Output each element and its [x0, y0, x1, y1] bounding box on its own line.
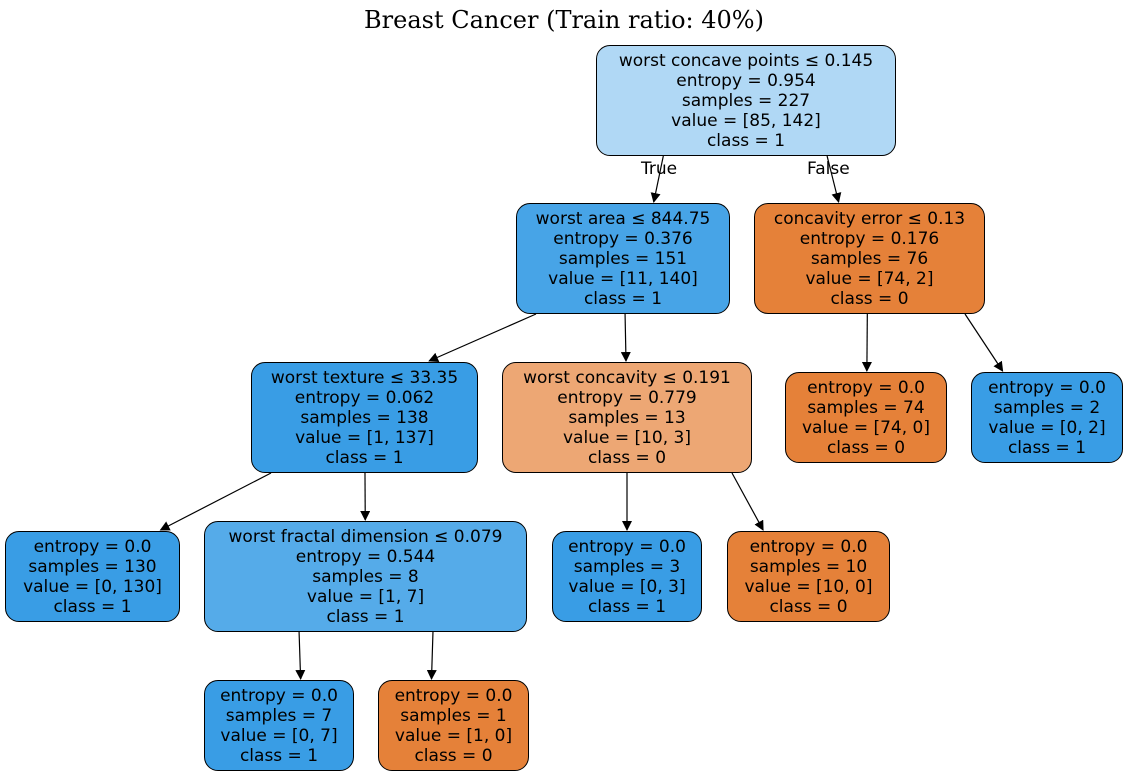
edge-n2-n6: [964, 313, 1004, 372]
node-line: value = [0, 130]: [23, 576, 162, 597]
node-line: samples = 138: [300, 407, 429, 428]
edge-n8-n11: [295, 631, 306, 680]
tree-node-n1: worst area ≤ 844.75 entropy = 0.376 sample…: [516, 203, 730, 314]
node-line: samples = 76: [810, 248, 929, 269]
edge-n0-n1: [650, 155, 664, 203]
node-line: class = 0: [769, 596, 848, 617]
node-line: entropy = 0.176: [799, 228, 940, 249]
node-line: class = 0: [587, 447, 667, 468]
tree-node-n4: worst concavity ≤ 0.191 entropy = 0.779 sa…: [502, 362, 752, 473]
node-line: value = [74, 0]: [801, 417, 930, 438]
node-line: samples = 151: [558, 248, 688, 269]
tree-node-n6: entropy = 0.0 samples = 2 value = [0, 2] cl…: [971, 372, 1123, 463]
edge-n4-n10: [731, 472, 764, 531]
diagram-title: Breast Cancer (Train ratio: 40%): [364, 6, 764, 34]
tree-node-n11: entropy = 0.0 samples = 7 value = [0, 7] cl…: [204, 680, 354, 771]
edge-n8-n12: [426, 631, 437, 680]
node-line: entropy = 0.376: [553, 228, 693, 249]
tree-node-n5: entropy = 0.0 samples = 74 value = [74, 0]…: [785, 372, 947, 463]
node-line: samples = 74: [807, 397, 925, 418]
node-line: class = 0: [414, 745, 493, 766]
node-line: entropy = 0.0: [749, 536, 868, 557]
node-line: samples = 3: [573, 556, 681, 577]
node-line: samples = 1: [400, 705, 507, 726]
node-line: class = 1: [239, 745, 319, 766]
node-line: class = 0: [830, 288, 909, 309]
edge-n3-n7: [159, 472, 272, 531]
node-line: value = [1, 137]: [295, 427, 434, 448]
node-line: entropy = 0.0: [220, 685, 338, 706]
node-line: value = [10, 0]: [744, 576, 873, 597]
node-line: samples = 13: [568, 407, 686, 428]
node-line: entropy = 0.0: [807, 377, 925, 398]
tree-node-n7: entropy = 0.0 samples = 130 value = [0, 13…: [5, 531, 180, 622]
node-line: entropy = 0.0: [394, 685, 513, 706]
node-line: entropy = 0.062: [294, 387, 435, 408]
edge-label-false: False: [807, 159, 850, 179]
tree-node-n3: worst texture ≤ 33.35 entropy = 0.062 samp…: [251, 362, 478, 473]
node-line: value = [0, 7]: [220, 725, 338, 746]
node-line: value = [0, 2]: [988, 417, 1106, 438]
node-line: samples = 130: [28, 556, 157, 577]
node-line: value = [74, 2]: [805, 268, 934, 289]
node-line: worst concavity ≤ 0.191: [523, 367, 731, 388]
node-line: entropy = 0.0: [33, 536, 152, 557]
node-line: entropy = 0.779: [557, 387, 697, 408]
node-line: worst area ≤ 844.75: [535, 208, 711, 229]
node-line: value = [1, 0]: [394, 725, 513, 746]
tree-node-n9: entropy = 0.0 samples = 3 value = [0, 3] cl…: [552, 531, 702, 622]
node-line: concavity error ≤ 0.13: [773, 208, 966, 229]
node-line: samples = 8: [312, 566, 419, 587]
edge-n1-n3: [428, 313, 537, 362]
node-line: class = 1: [326, 606, 405, 627]
tree-node-n12: entropy = 0.0 samples = 1 value = [1, 0] cl…: [378, 680, 529, 771]
node-line: entropy = 0.0: [988, 377, 1106, 398]
node-line: entropy = 0.544: [295, 546, 436, 567]
node-line: samples = 227: [681, 90, 811, 111]
edge-label-true: True: [641, 159, 678, 179]
node-line: class = 1: [325, 447, 404, 468]
node-line: worst texture ≤ 33.35: [270, 367, 459, 388]
node-line: value = [85, 142]: [671, 110, 821, 131]
node-line: worst fractal dimension ≤ 0.079: [228, 526, 503, 547]
node-line: class = 1: [583, 288, 663, 309]
node-line: entropy = 0.0: [568, 536, 686, 557]
edge-n1-n4: [620, 313, 631, 362]
node-line: class = 1: [1007, 437, 1087, 458]
node-line: value = [0, 3]: [568, 576, 686, 597]
tree-node-n8: worst fractal dimension ≤ 0.079 entropy =…: [204, 521, 527, 632]
tree-node-n10: entropy = 0.0 samples = 10 value = [10, 0]…: [727, 531, 890, 622]
node-line: value = [1, 7]: [306, 586, 425, 607]
node-line: worst concave points ≤ 0.145: [618, 50, 874, 71]
node-line: samples = 2: [993, 397, 1101, 418]
node-line: class = 1: [587, 596, 667, 617]
edge-n0-n2: [826, 155, 842, 203]
node-line: entropy = 0.954: [676, 70, 816, 91]
tree-node-n0: worst concave points ≤ 0.145 entropy = 0.…: [596, 45, 896, 156]
node-line: value = [10, 3]: [562, 427, 691, 448]
node-line: class = 1: [53, 596, 132, 617]
tree-node-n2: concavity error ≤ 0.13 entropy = 0.176 sam…: [754, 203, 985, 314]
node-line: class = 1: [706, 130, 786, 151]
node-line: value = [11, 140]: [548, 268, 698, 289]
node-line: class = 0: [826, 437, 906, 458]
node-line: samples = 10: [749, 556, 868, 577]
node-line: samples = 7: [225, 705, 333, 726]
